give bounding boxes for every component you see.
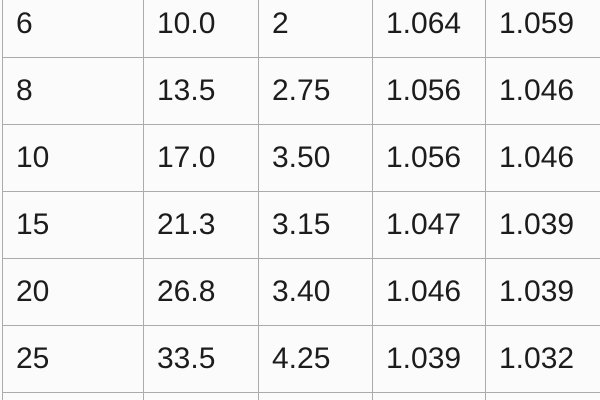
- table-cell: 1.056: [372, 57, 486, 125]
- table-cell: [143, 392, 259, 400]
- table-cell: [372, 392, 486, 400]
- table-row: 20 26.8 3.40 1.046 1.039: [2, 258, 600, 326]
- table-cell: 25: [2, 325, 144, 393]
- table-cell: [258, 392, 373, 400]
- table-cell: 13.5: [143, 57, 259, 125]
- table-cell: 1.064: [372, 0, 486, 58]
- table-cell: 10: [2, 124, 144, 192]
- table-cell: 2.75: [258, 57, 373, 125]
- table-cell: 21.3: [143, 191, 259, 259]
- table-cell: 1.039: [485, 191, 600, 259]
- table-cell: 3.15: [258, 191, 373, 259]
- table-cell: 1.039: [485, 258, 600, 326]
- table-cell: 10.0: [143, 0, 259, 58]
- table-cell: 3.50: [258, 124, 373, 192]
- table-cell: 2: [258, 0, 373, 58]
- table-cell: 3.40: [258, 258, 373, 326]
- table-row-partial: [2, 392, 600, 400]
- table-cell: 1.046: [372, 258, 486, 326]
- table-row: 25 33.5 4.25 1.039 1.032: [2, 325, 600, 393]
- table-cell: 4.25: [258, 325, 373, 393]
- table-cell: 33.5: [143, 325, 259, 393]
- table-cell: 15: [2, 191, 144, 259]
- table-row: 8 13.5 2.75 1.056 1.046: [2, 57, 600, 125]
- table-row: 10 17.0 3.50 1.056 1.046: [2, 124, 600, 192]
- table-cell: 1.046: [485, 124, 600, 192]
- table-cell: 1.046: [485, 57, 600, 125]
- table-cell: 1.059: [485, 0, 600, 58]
- table-cell: 1.032: [485, 325, 600, 393]
- table-cell: 6: [2, 0, 144, 58]
- table-cell: 1.056: [372, 124, 486, 192]
- table-cell: 1.039: [372, 325, 486, 393]
- table-cell: 26.8: [143, 258, 259, 326]
- table-cell: [485, 392, 600, 400]
- table-cell: 20: [2, 258, 144, 326]
- table-cell: 17.0: [143, 124, 259, 192]
- table-row: 15 21.3 3.15 1.047 1.039: [2, 191, 600, 259]
- table-cell: 1.047: [372, 191, 486, 259]
- table-row: 6 10.0 2 1.064 1.059: [2, 0, 600, 58]
- table-cell: 8: [2, 57, 144, 125]
- table-cell: [2, 392, 144, 400]
